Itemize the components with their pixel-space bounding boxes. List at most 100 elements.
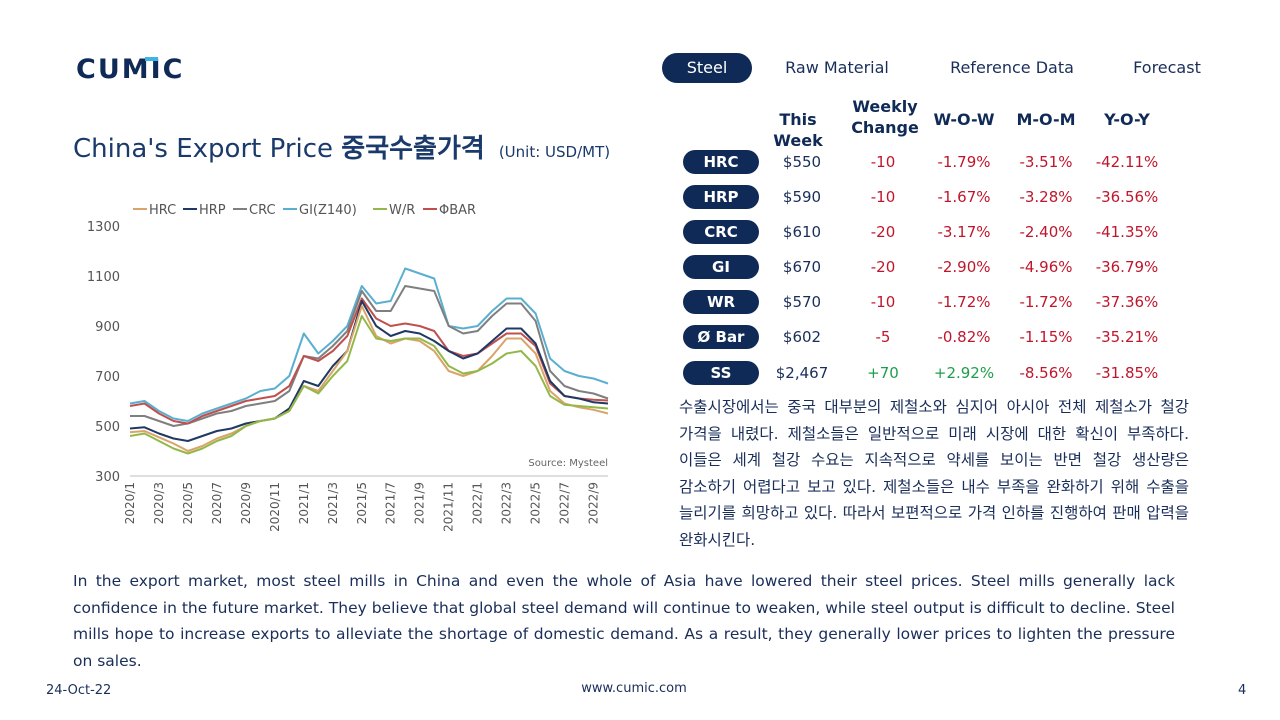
cell-wow: -2.90% — [937, 258, 991, 276]
legend-label: HRC — [149, 203, 176, 218]
cell-price: $550 — [782, 153, 822, 171]
cell-price: $602 — [782, 328, 822, 346]
series-line-giz140 — [129, 267, 609, 422]
x-tick-label: 2022/7 — [558, 482, 572, 524]
cell-weekly-change: -10 — [870, 153, 896, 171]
title-korean: 중국수출가격 — [341, 134, 485, 164]
cell-weekly-change: -20 — [870, 223, 896, 241]
x-tick-label: 2021/3 — [326, 482, 340, 524]
x-tick-label: 2020/7 — [210, 482, 224, 524]
cell-price: $570 — [782, 293, 822, 311]
x-tick-label: 2021/1 — [297, 482, 311, 524]
cell-weekly-change: -5 — [875, 328, 891, 346]
cumic-logo: CUMIC — [76, 54, 184, 82]
source-note: Source: Mysteel — [528, 458, 608, 469]
tab-raw-material[interactable]: Raw Material — [785, 58, 889, 77]
cell-yoy: -36.56% — [1095, 188, 1159, 206]
cell-price: $590 — [782, 188, 822, 206]
series-line-bar — [129, 297, 609, 425]
tab-steel[interactable]: Steel — [662, 53, 752, 83]
product-pill-hrc: HRC — [683, 150, 759, 174]
x-tick-label: 2020/1 — [123, 482, 137, 524]
cell-yoy: -41.35% — [1095, 223, 1159, 241]
cell-weekly-change: -10 — [870, 293, 896, 311]
footer-date: 24-Oct-22 — [46, 683, 112, 698]
y-tick-label: 300 — [95, 470, 120, 485]
english-commentary: In the export market, most steel mills i… — [73, 572, 1175, 670]
header-wow: W-O-W — [933, 110, 995, 129]
x-tick-label: 2022/9 — [587, 482, 601, 524]
legend-label: W/R — [389, 203, 415, 218]
header-this-week: This Week — [773, 110, 823, 150]
cell-wow: -3.17% — [937, 223, 991, 241]
product-pill-hrp: HRP — [683, 185, 759, 209]
product-pill-wr: WR — [683, 290, 759, 314]
x-tick-label: 2021/7 — [384, 482, 398, 524]
y-tick-label: 1300 — [87, 220, 120, 235]
cell-price: $2,467 — [775, 364, 829, 382]
tab-forecast[interactable]: Forecast — [1133, 58, 1201, 77]
cell-price: $670 — [782, 258, 822, 276]
cell-wow: -1.79% — [937, 153, 991, 171]
logo-accent — [145, 57, 158, 61]
header-weekly-change: Weekly Change — [851, 97, 919, 137]
series-line-hrp — [129, 300, 609, 442]
x-tick-label: 2020/11 — [268, 482, 282, 532]
cell-mom: -4.96% — [1019, 258, 1073, 276]
cell-mom: -8.56% — [1019, 364, 1073, 382]
x-tick-label: 2022/3 — [500, 482, 514, 524]
korean-commentary: 수출시장에서는 중국 대부분의 제철소와 심지어 아시아 전체 제철소가 철강 … — [679, 398, 1189, 549]
legend-label: CRC — [249, 203, 276, 218]
x-tick-label: 2020/5 — [181, 482, 195, 524]
x-tick-label: 2022/1 — [471, 482, 485, 524]
cell-yoy: -31.85% — [1095, 364, 1159, 382]
y-tick-label: 500 — [95, 420, 120, 435]
x-tick-label: 2021/9 — [413, 482, 427, 524]
x-tick-label: 2022/5 — [529, 482, 543, 524]
y-tick-label: 700 — [95, 370, 120, 385]
x-tick-label: 2021/11 — [442, 482, 456, 532]
series-line-hrc — [129, 305, 609, 452]
cell-wow: -0.82% — [937, 328, 991, 346]
cell-mom: -1.15% — [1019, 328, 1073, 346]
footer-url[interactable]: www.cumic.com — [581, 681, 687, 696]
title-english: China's Export Price — [73, 134, 342, 164]
export-price-chart: 300 500 700 900 1100 1300 2020/1 2020/3 2020/5 20… — [87, 203, 609, 532]
series-line-wr — [129, 315, 609, 455]
cell-yoy: -35.21% — [1095, 328, 1159, 346]
cell-yoy: -36.79% — [1095, 258, 1159, 276]
x-tick-label: 2021/5 — [355, 482, 369, 524]
tab-reference-data[interactable]: Reference Data — [950, 58, 1074, 77]
header-yoy: Y-O-Y — [1104, 110, 1150, 129]
nav-tabs: Steel Raw Material Reference Data Foreca… — [660, 53, 1220, 83]
cell-weekly-change: -10 — [870, 188, 896, 206]
series-line-crc — [130, 285, 609, 427]
product-pill-bar: Ø Bar — [683, 325, 759, 349]
x-tick-label: 2020/9 — [239, 482, 253, 524]
legend-label: HRP — [199, 203, 226, 218]
cell-yoy: -37.36% — [1095, 293, 1159, 311]
product-pill-ss: SS — [683, 361, 759, 385]
x-tick-label: 2020/3 — [152, 482, 166, 524]
cell-yoy: -42.11% — [1095, 153, 1159, 171]
page-number: 4 — [1238, 683, 1247, 698]
y-tick-label: 900 — [95, 320, 120, 335]
product-pill-gi: GI — [683, 255, 759, 279]
cell-wow: -1.67% — [937, 188, 991, 206]
cell-wow: -1.72% — [937, 293, 991, 311]
page-title: China's Export Price 중국수출가격 (Unit: USD/MT… — [73, 128, 610, 165]
title-unit: (Unit: USD/MT) — [498, 143, 611, 161]
cell-price: $610 — [782, 223, 822, 241]
cell-mom: -3.51% — [1019, 153, 1073, 171]
cell-mom: -3.28% — [1019, 188, 1073, 206]
header-mom: M-O-M — [1016, 110, 1076, 129]
cell-weekly-change: +70 — [867, 364, 899, 382]
cell-mom: -2.40% — [1019, 223, 1073, 241]
cell-weekly-change: -20 — [870, 258, 896, 276]
y-tick-label: 1100 — [87, 270, 120, 285]
cell-wow: +2.92% — [933, 364, 995, 382]
cell-mom: -1.72% — [1019, 293, 1073, 311]
legend-label: ΦBAR — [439, 203, 476, 218]
product-pill-crc: CRC — [683, 220, 759, 244]
logo-text: CUMIC — [76, 54, 184, 82]
